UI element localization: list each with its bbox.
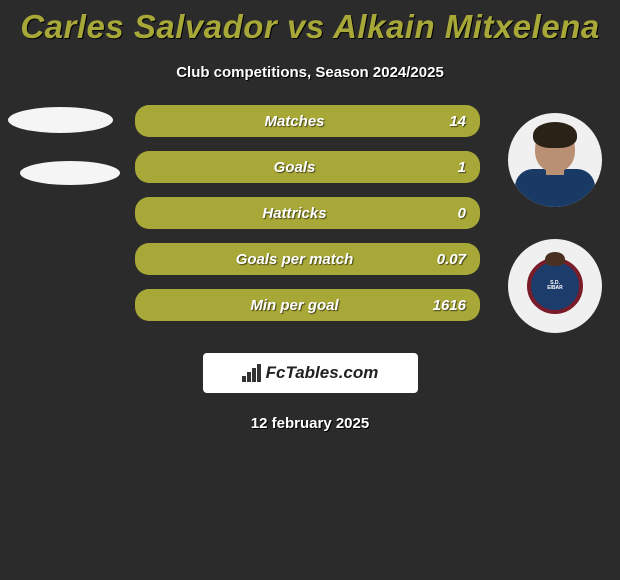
bar-right-value: 1616 <box>426 297 466 314</box>
stat-bar: Goals1 <box>135 151 480 183</box>
bar-label: Matches <box>163 113 426 130</box>
subtitle: Club competitions, Season 2024/2025 <box>0 64 620 81</box>
bar-right-value: 1 <box>426 159 466 176</box>
stat-bar: Min per goal1616 <box>135 289 480 321</box>
player-left-placeholder-1 <box>8 107 113 133</box>
bar-label: Hattricks <box>163 205 426 222</box>
stat-bar: Goals per match0.07 <box>135 243 480 275</box>
bar-right-value: 0.07 <box>426 251 466 268</box>
badge-text: S.D.EIBAR <box>547 281 563 291</box>
stat-bars: Matches14 Goals1 Hattricks0 Goals per match… <box>135 105 480 335</box>
stat-bar: Hattricks0 <box>135 197 480 229</box>
bar-label: Goals per match <box>163 251 426 268</box>
page-title: Carles Salvador vs Alkain Mitxelena <box>0 0 620 46</box>
club-badge-right: S.D.EIBAR <box>508 239 602 333</box>
logo-text: FcTables.com <box>266 363 379 383</box>
bar-label: Goals <box>163 159 426 176</box>
chart-icon <box>242 364 262 382</box>
player-left-placeholder-2 <box>20 161 120 185</box>
date-label: 12 february 2025 <box>0 415 620 432</box>
comparison-chart: S.D.EIBAR Matches14 Goals1 Hattricks0 Goals… <box>0 105 620 335</box>
player-right-avatar <box>508 113 602 207</box>
bar-right-value: 14 <box>426 113 466 130</box>
source-logo: FcTables.com <box>203 353 418 393</box>
stat-bar: Matches14 <box>135 105 480 137</box>
bar-right-value: 0 <box>426 205 466 222</box>
bar-label: Min per goal <box>163 297 426 314</box>
